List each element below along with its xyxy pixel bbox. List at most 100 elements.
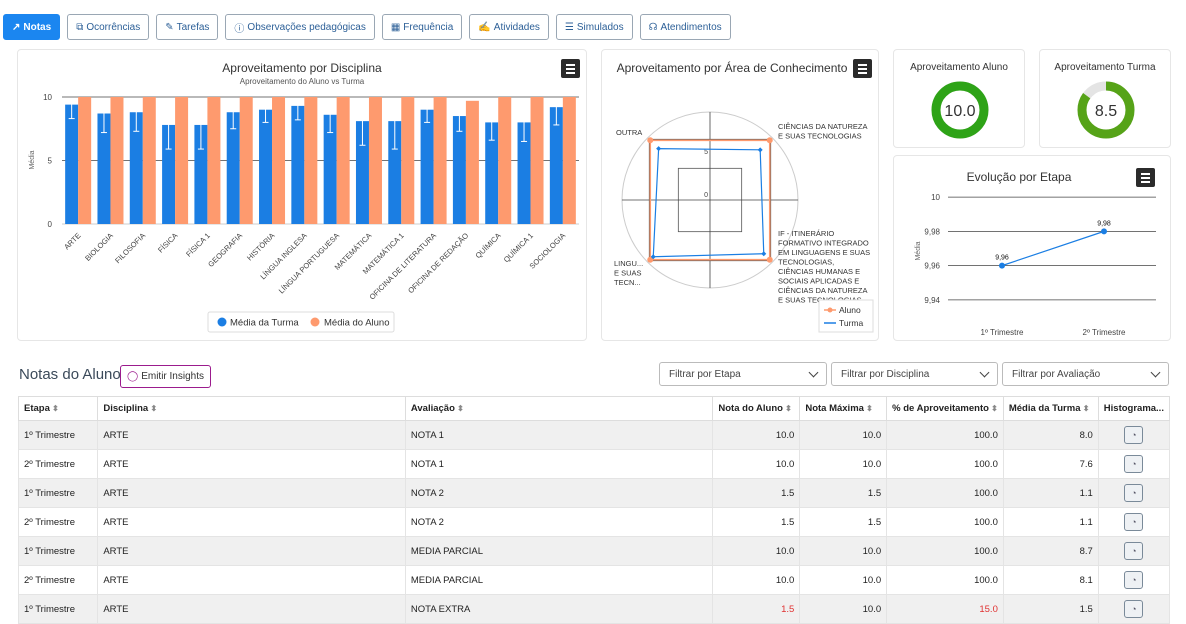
bar-turma — [485, 122, 499, 224]
legend-label-aluno[interactable]: Média do Aluno — [324, 318, 390, 329]
table-row: 1º Trimestre ARTE NOTA 2 1.5 1.5 100.0 1.1 ◔ — [17, 478, 1171, 508]
tab-atividades[interactable]: ✍ Atividades — [469, 14, 549, 40]
radar-point-aluno — [647, 137, 654, 144]
table-row: 2º Trimestre ARTE MEDIA PARCIAL 10.0 10.0 100… — [17, 565, 1171, 595]
radar-label-if: CIÊNCIAS HUMANAS E — [778, 267, 860, 276]
chart-line-icon: ↗ — [12, 21, 21, 33]
tab-label: Tarefas — [176, 21, 210, 33]
notas-section-title: Notas do Aluno — [19, 366, 121, 383]
cell-etapa: 2º Trimestre — [17, 507, 99, 537]
radar-label-if: SOCIAIS APLICADAS E — [778, 277, 859, 286]
donut-progress — [1077, 81, 1135, 139]
bar-turma — [355, 121, 369, 224]
bar-aluno — [207, 97, 221, 224]
tab-notas[interactable]: ↗ Notas — [3, 14, 61, 40]
column-header[interactable]: Nota do Aluno ⬍ — [712, 396, 801, 421]
histogram-button[interactable]: ◔ — [1124, 455, 1144, 473]
tab-simulados[interactable]: ☰ Simulados — [555, 14, 633, 40]
radar-label-if: EM LINGUAGENS E SUAS — [778, 248, 870, 257]
column-header[interactable]: Etapa ⬍ — [17, 396, 99, 421]
kpi-aluno-title: Aproveitamento Aluno — [910, 62, 1008, 73]
radar-legend — [818, 299, 874, 333]
emit-insights-button[interactable]: ◯ Emitir Insights — [120, 365, 211, 388]
legend-label-turma[interactable]: Turma — [839, 318, 864, 328]
column-header[interactable]: Disciplina ⬍ — [97, 396, 406, 421]
discipline-chart-menu-button[interactable] — [561, 59, 580, 78]
table-row: 1º Trimestre ARTE NOTA 1 10.0 10.0 100.0 8.0 ◔ — [17, 420, 1171, 450]
area-chart-menu-button[interactable] — [853, 59, 872, 78]
cell-max: 1.5 — [799, 507, 888, 537]
histogram-button[interactable]: ◔ — [1124, 571, 1144, 589]
pencil-icon: ✎ — [165, 21, 174, 33]
tab-atendimentos[interactable]: ☊ Atendimentos — [639, 14, 731, 40]
tab-frequ-ncia[interactable]: ▦ Frequência — [381, 14, 463, 40]
radar-point-turma — [757, 147, 763, 153]
histogram-button[interactable]: ◔ — [1124, 426, 1144, 444]
cell-pct: 15.0 — [886, 594, 1004, 624]
cell-pct: 100.0 — [886, 449, 1004, 479]
column-header-label: Média da Turma — [1008, 403, 1081, 414]
legend-marker-aluno — [310, 317, 320, 327]
sort-icon: ⬍ — [49, 404, 59, 413]
histogram-button[interactable]: ◔ — [1124, 513, 1144, 531]
x-tick-label: GEOGRAFIA — [206, 231, 244, 269]
radar-tick-label: 5 — [704, 149, 708, 156]
histogram-button[interactable]: ◔ — [1124, 600, 1144, 618]
tab-observa-es-pedag-gicas[interactable]: ⓘ Observações pedagógicas — [225, 14, 375, 40]
column-header[interactable]: Nota Máxima ⬍ — [799, 396, 888, 421]
filter-etapa-select[interactable]: Filtrar por Etapa — [659, 362, 827, 386]
edit-icon: ✍ — [478, 21, 491, 33]
cell-nota: 1.5 — [712, 594, 801, 624]
sort-icon: ⬍ — [988, 404, 998, 413]
y-tick-label: 9,94 — [924, 296, 940, 305]
bar-aluno — [239, 97, 253, 224]
y-axis-label: Média — [915, 241, 922, 260]
bar-aluno — [530, 97, 544, 224]
filter-avaliacao-select[interactable]: Filtrar por Avaliação — [1002, 362, 1169, 386]
cell-disciplina: ARTE — [97, 594, 406, 624]
filter-disciplina-label: Filtrar por Disciplina — [841, 368, 930, 380]
column-header[interactable]: % de Aproveitamento ⬍ — [886, 396, 1004, 421]
cell-disciplina: ARTE — [97, 536, 406, 566]
column-header-label: Nota do Aluno — [718, 403, 783, 414]
cell-pct: 100.0 — [886, 565, 1004, 595]
tab-ocorr-ncias[interactable]: ⧉ Ocorrências — [67, 14, 150, 40]
column-header-label: Disciplina — [103, 403, 149, 414]
evolution-point — [1101, 228, 1107, 235]
filter-disciplina-select[interactable]: Filtrar por Disciplina — [831, 362, 998, 386]
radar-label-if: TECNOLOGIAS, — [778, 258, 834, 267]
notas-table: Etapa ⬍ Disciplina ⬍ Avaliação ⬍ Nota do Al… — [17, 396, 1171, 624]
sort-icon: ⬍ — [454, 404, 464, 413]
tab-tarefas[interactable]: ✎ Tarefas — [156, 14, 219, 40]
evolution-chart-title: Evolução por Etapa — [966, 170, 1072, 184]
cell-media: 1.1 — [1002, 478, 1099, 508]
area-chart-card: Aproveitamento por Área de Conhecimento … — [601, 49, 879, 341]
cell-media: 8.7 — [1002, 536, 1099, 566]
bar-turma — [259, 109, 273, 224]
cell-max: 1.5 — [799, 478, 888, 508]
evolution-chart-menu-button[interactable] — [1136, 168, 1155, 187]
radar-label-cn: CIÊNCIAS DA NATUREZA — [778, 122, 867, 131]
y-axis-label: Média — [29, 150, 36, 169]
bar-turma — [97, 113, 111, 224]
legend-label-turma[interactable]: Média da Turma — [230, 318, 299, 329]
column-header-label: Etapa — [24, 403, 50, 414]
column-header[interactable]: Histograma... — [1097, 396, 1171, 421]
tab-label: Ocorrências — [86, 21, 141, 33]
y-tick-label: 9,98 — [924, 227, 940, 236]
legend-marker-aluno — [827, 307, 833, 313]
column-header[interactable]: Média da Turma ⬍ — [1002, 396, 1099, 421]
cell-avaliacao: NOTA 1 — [404, 449, 714, 479]
histogram-button[interactable]: ◔ — [1124, 542, 1144, 560]
x-tick-label: ARTE — [62, 231, 82, 251]
bar-aluno — [272, 97, 286, 224]
histogram-button[interactable]: ◔ — [1124, 484, 1144, 502]
table-row: 1º Trimestre ARTE MEDIA PARCIAL 10.0 10.0 100… — [17, 536, 1171, 566]
column-header-label: Histograma... — [1103, 403, 1164, 414]
radar-series-turma — [652, 148, 765, 258]
legend-label-aluno[interactable]: Aluno — [839, 305, 861, 315]
chevron-down-icon — [808, 367, 819, 377]
radar-tick-label: 0 — [704, 192, 708, 199]
cell-nota: 1.5 — [712, 478, 801, 508]
column-header[interactable]: Avaliação ⬍ — [404, 396, 714, 421]
